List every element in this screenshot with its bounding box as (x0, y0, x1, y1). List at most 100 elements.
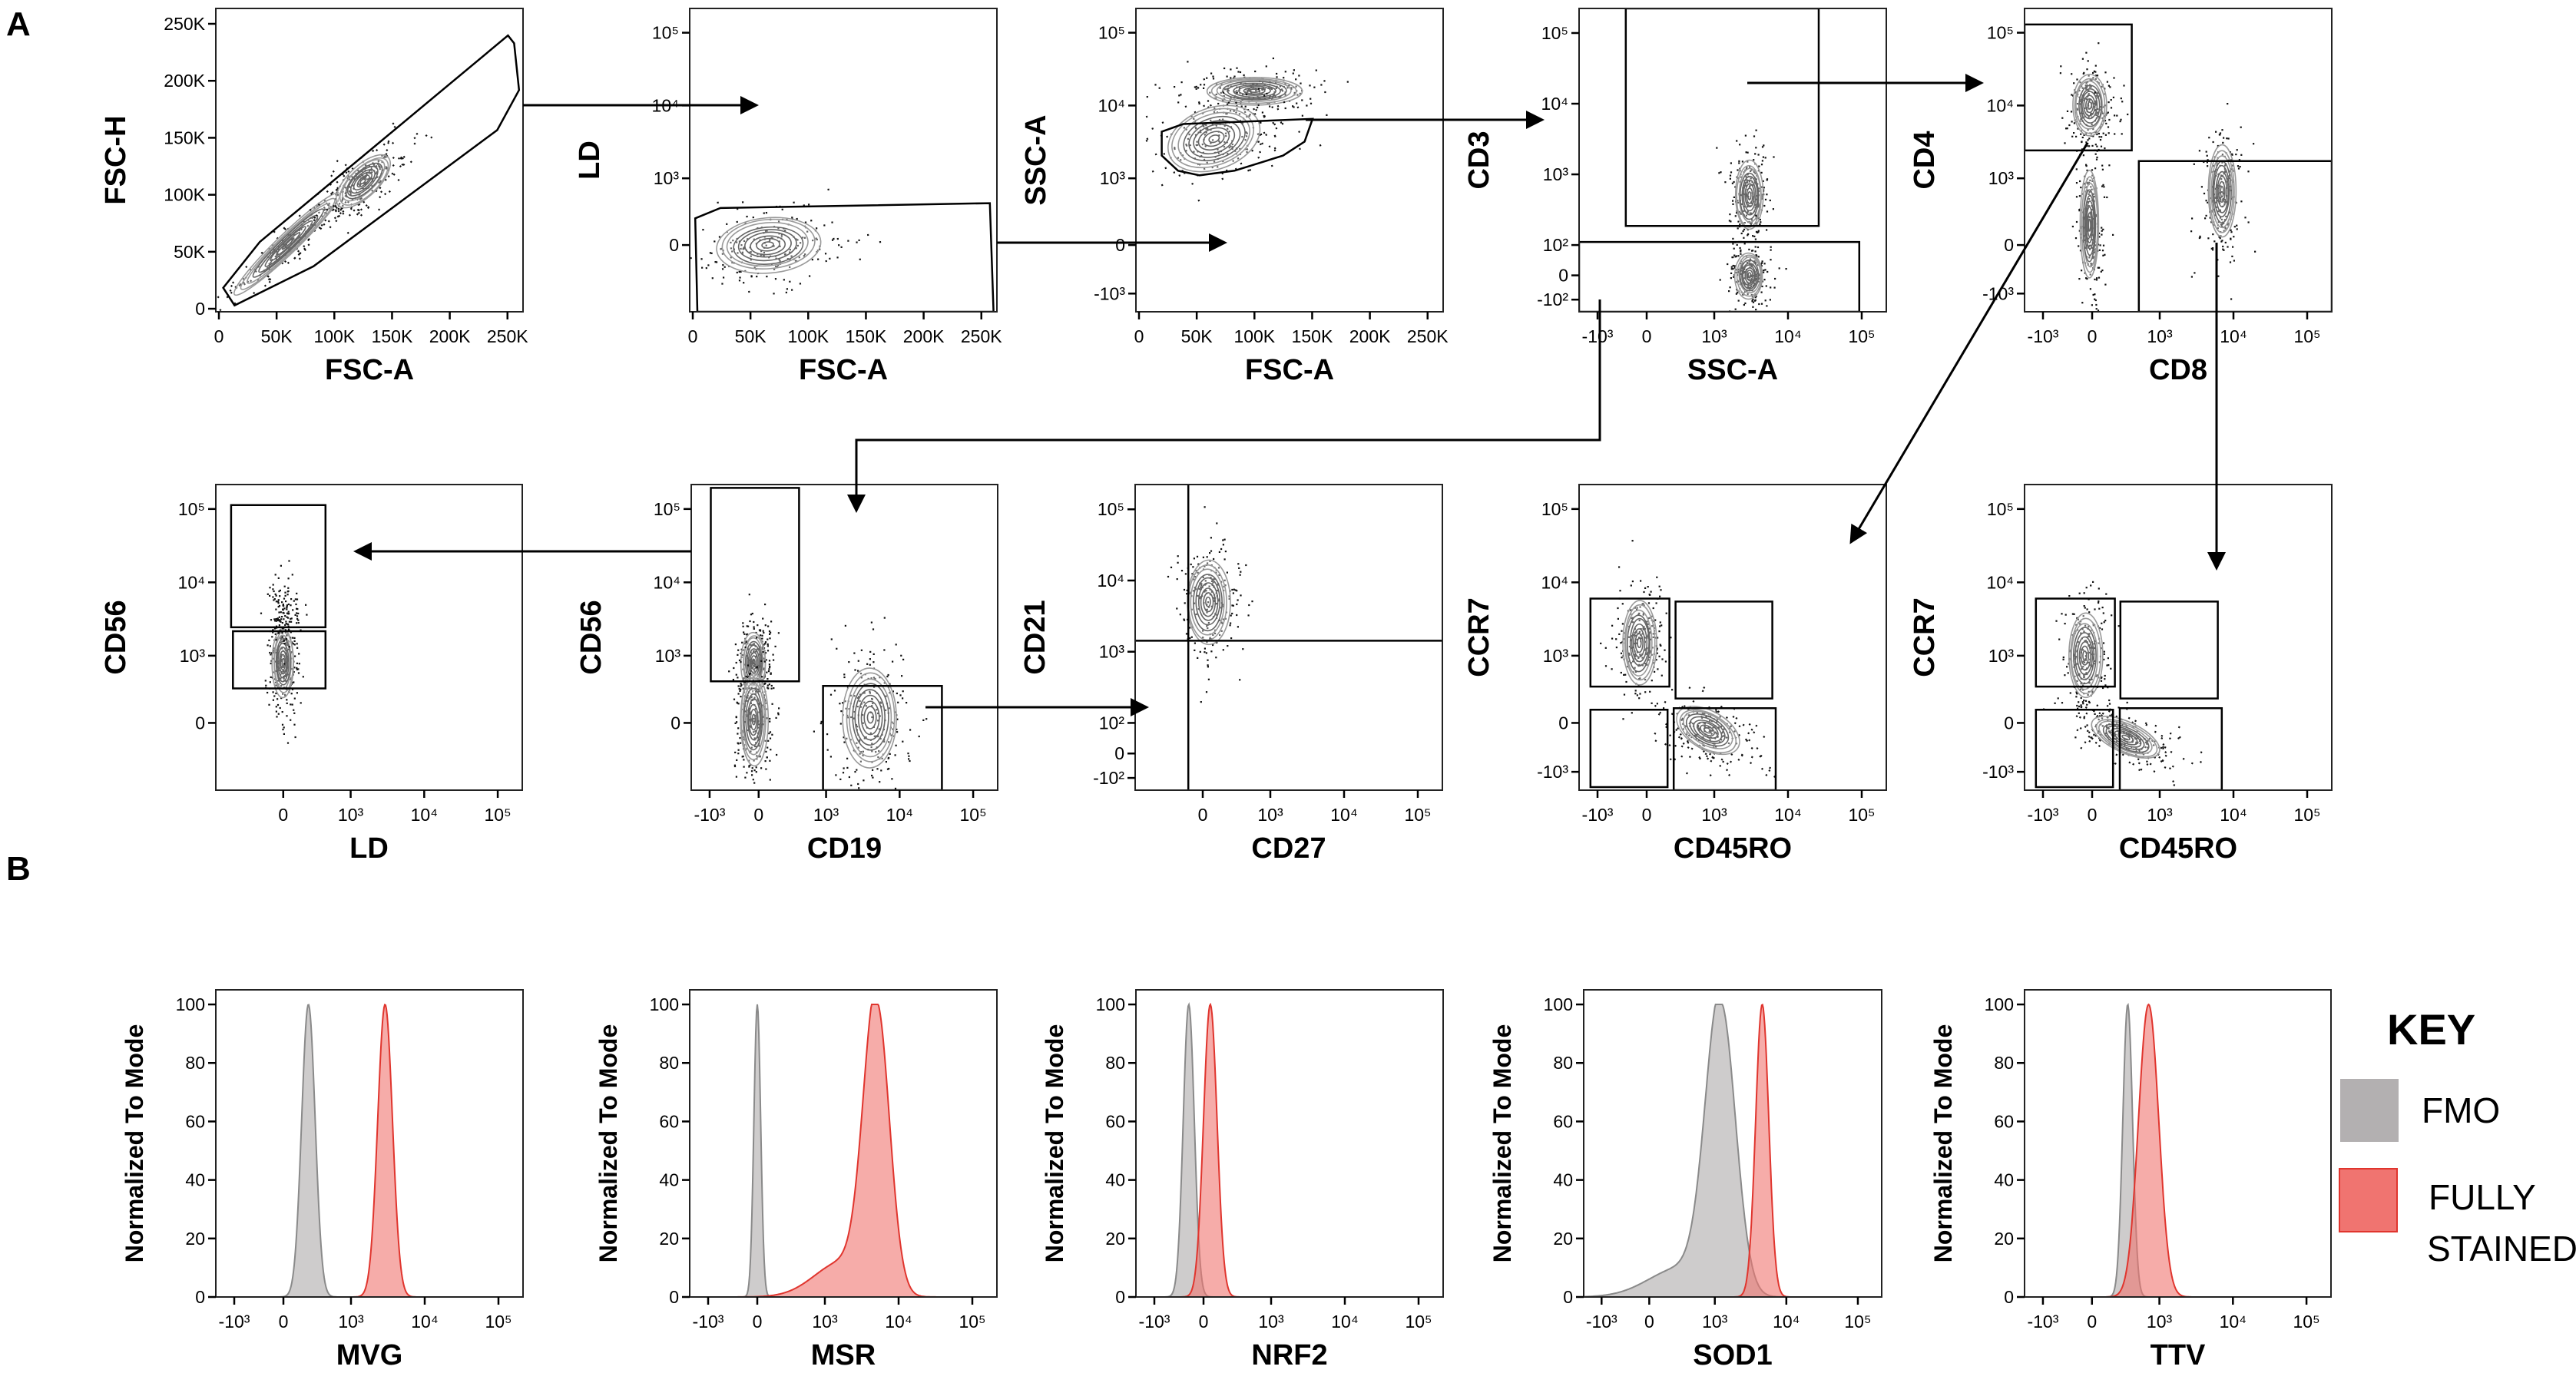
event-dot (2088, 701, 2091, 704)
event-dot (280, 618, 283, 620)
event-dot (1754, 250, 1757, 253)
y-tick-label: 0 (669, 1287, 679, 1307)
event-dot (296, 692, 298, 694)
x-axis-title: MVG (336, 1339, 403, 1371)
event-dot (1645, 653, 1647, 655)
event-dot (2071, 225, 2074, 228)
event-dot (344, 200, 347, 204)
event-dot (1764, 157, 1766, 159)
event-dot (1744, 134, 1747, 137)
event-dot (273, 598, 276, 600)
event-dot (269, 261, 273, 264)
event-dot (1209, 552, 1211, 554)
gate (1589, 709, 1669, 789)
event-dot (2085, 165, 2088, 167)
event-dot (2164, 746, 2167, 749)
event-dot (1226, 75, 1228, 78)
event-dot (303, 247, 306, 250)
event-dot (292, 609, 294, 611)
event-dot (280, 641, 282, 643)
event-dot (745, 675, 747, 678)
gate (1589, 597, 1670, 688)
event-dot (2100, 106, 2102, 108)
event-dot (753, 782, 756, 784)
event-dot (840, 246, 843, 249)
event-dot (754, 730, 757, 733)
event-dot (1750, 746, 1753, 749)
event-dot (1621, 603, 1624, 605)
event-dot (2082, 154, 2084, 157)
event-dot (863, 737, 866, 739)
event-dot (764, 682, 767, 685)
event-dot (1238, 87, 1241, 89)
x-tick-label: 10⁴ (2220, 326, 2247, 346)
event-dot (2110, 99, 2112, 101)
event-dot (875, 751, 877, 753)
event-dot (1750, 169, 1753, 171)
event-dot (748, 759, 750, 762)
event-dot (287, 628, 290, 630)
event-dot (2103, 186, 2105, 188)
event-dot (1232, 160, 1235, 163)
event-dot (1199, 650, 1201, 653)
density-contour (743, 687, 763, 751)
event-dot (1749, 286, 1752, 289)
event-dot (807, 203, 810, 206)
event-dot (2220, 223, 2222, 226)
event-dot (291, 688, 294, 690)
event-dot (1206, 161, 1209, 164)
event-dot (331, 191, 334, 194)
event-dot (1714, 731, 1717, 734)
density-contour (1683, 710, 1733, 749)
event-dot (283, 597, 286, 600)
event-dot (1703, 686, 1706, 689)
event-dot (876, 720, 879, 722)
y-tick-label: 10³ (1988, 168, 2015, 188)
event-dot (1651, 702, 1653, 704)
event-dot (1743, 237, 1745, 239)
event-dot (650, 246, 651, 247)
event-dot (2073, 613, 2075, 615)
event-dot (769, 737, 772, 739)
event-dot (2084, 706, 2088, 709)
event-dot (2102, 184, 2104, 186)
plot-area (1136, 1001, 1443, 1297)
event-dot (294, 655, 296, 657)
event-dot (762, 704, 764, 706)
event-dot (2091, 144, 2094, 147)
x-tick-label: 10⁵ (2293, 326, 2320, 346)
event-dot (2193, 163, 2195, 165)
event-dot (761, 647, 763, 649)
density-contour (1689, 716, 1726, 744)
event-dot (1233, 75, 1236, 78)
event-dot (2094, 244, 2097, 246)
event-dot (1224, 617, 1227, 620)
density-contour (2102, 723, 2150, 753)
event-dot (1730, 753, 1733, 756)
plot-fsc-a-vs-fsc-h: 0 50K 100K 150K 200K 250K050K100K150K200K250K… (100, 8, 528, 386)
x-tick-label: 0 (1642, 326, 1652, 346)
event-dot (329, 226, 332, 229)
event-dot (2132, 763, 2135, 766)
event-dot (2077, 641, 2079, 643)
event-dot (1631, 581, 1634, 583)
event-dot (2101, 647, 2103, 650)
x-tick-label: -10³ (1582, 326, 1614, 346)
density-contour (857, 694, 883, 741)
event-dot (840, 710, 843, 713)
event-dot (844, 624, 846, 627)
event-dot (883, 649, 886, 651)
event-dot (1194, 126, 1197, 129)
event-dot (878, 728, 880, 730)
event-dot (768, 660, 771, 662)
event-dot (1209, 119, 1212, 122)
event-dot (2086, 667, 2088, 670)
event-dot (1753, 260, 1756, 263)
event-dot (738, 280, 741, 282)
density-contour (1746, 187, 1753, 204)
event-dot (789, 266, 791, 269)
event-dot (281, 601, 283, 604)
event-dot (1743, 182, 1746, 184)
event-dot (1634, 655, 1637, 657)
event-dot (2088, 635, 2090, 637)
